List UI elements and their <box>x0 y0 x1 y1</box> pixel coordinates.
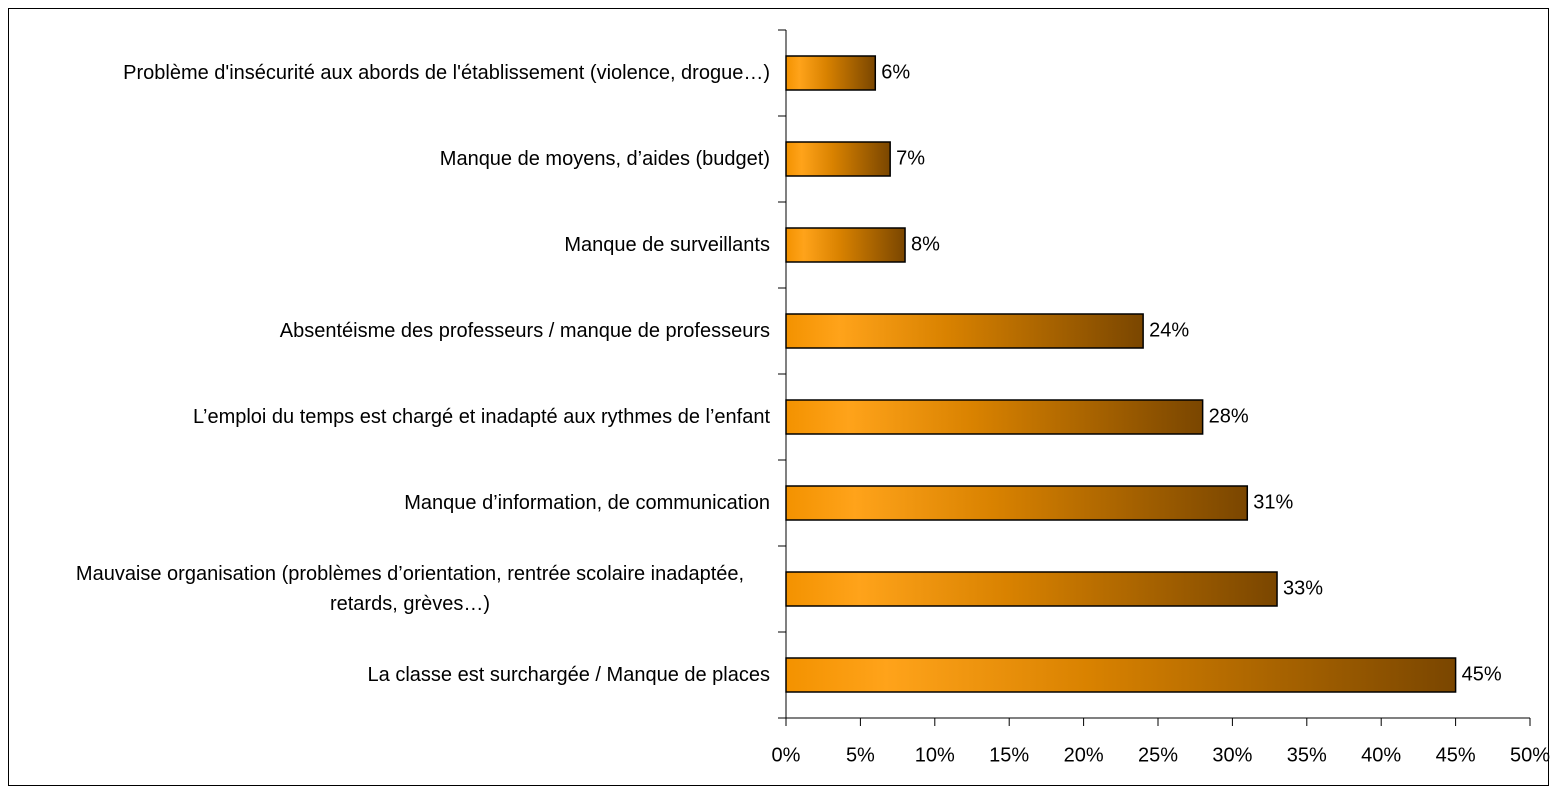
bar <box>785 55 877 91</box>
bar <box>785 313 1144 349</box>
bar <box>785 485 1249 521</box>
bar <box>785 399 1204 435</box>
y-tick-label: Mauvaise organisation (problèmes d’orien… <box>75 563 745 615</box>
y-tick-label: Manque d’information, de communication <box>404 492 770 514</box>
value-label: 28% <box>1209 405 1249 427</box>
y-tick-label: La classe est surchargée / Manque de pla… <box>367 664 770 686</box>
value-label: 45% <box>1462 663 1502 685</box>
y-tick-label: L’emploi du temps est chargé et inadapté… <box>192 406 770 428</box>
value-label: 8% <box>911 233 940 255</box>
x-tick-label: 35% <box>1287 744 1327 766</box>
x-tick-label: 0% <box>772 744 801 766</box>
value-label: 31% <box>1253 491 1293 513</box>
chart-border <box>8 8 1549 786</box>
x-tick-label: 45% <box>1436 744 1476 766</box>
category-label-box: Manque de surveillants <box>20 202 770 288</box>
x-tick-label: 15% <box>989 744 1029 766</box>
value-label: 6% <box>881 61 910 83</box>
category-label-box: Problème d'insécurité aux abords de l'ét… <box>20 30 770 116</box>
value-label: 7% <box>896 147 925 169</box>
category-label-box: La classe est surchargée / Manque de pla… <box>20 632 770 718</box>
x-tick-label: 50% <box>1510 744 1550 766</box>
x-tick-label: 5% <box>846 744 875 766</box>
x-tick-label: 20% <box>1064 744 1104 766</box>
x-tick-label: 10% <box>915 744 955 766</box>
bar <box>785 571 1278 607</box>
y-tick-label: Manque de moyens, d’aides (budget) <box>439 148 770 170</box>
bar <box>785 657 1457 693</box>
x-tick-label: 40% <box>1361 744 1401 766</box>
category-label-box: Manque de moyens, d’aides (budget) <box>20 116 770 202</box>
category-label-box: Absentéisme des professeurs / manque de … <box>20 288 770 374</box>
category-label-box: Manque d’information, de communication <box>20 460 770 546</box>
y-tick-label: Manque de surveillants <box>564 234 770 256</box>
x-tick-label: 30% <box>1212 744 1252 766</box>
x-tick-label: 25% <box>1138 744 1178 766</box>
bar <box>785 141 891 177</box>
y-tick-label: Problème d'insécurité aux abords de l'ét… <box>123 62 770 84</box>
bar <box>785 227 906 263</box>
category-label-box: Mauvaise organisation (problèmes d’orien… <box>20 546 770 632</box>
y-tick-label: Absentéisme des professeurs / manque de … <box>279 320 770 342</box>
category-label-box: L’emploi du temps est chargé et inadapté… <box>20 374 770 460</box>
value-label: 24% <box>1149 319 1189 341</box>
value-label: 33% <box>1283 577 1323 599</box>
